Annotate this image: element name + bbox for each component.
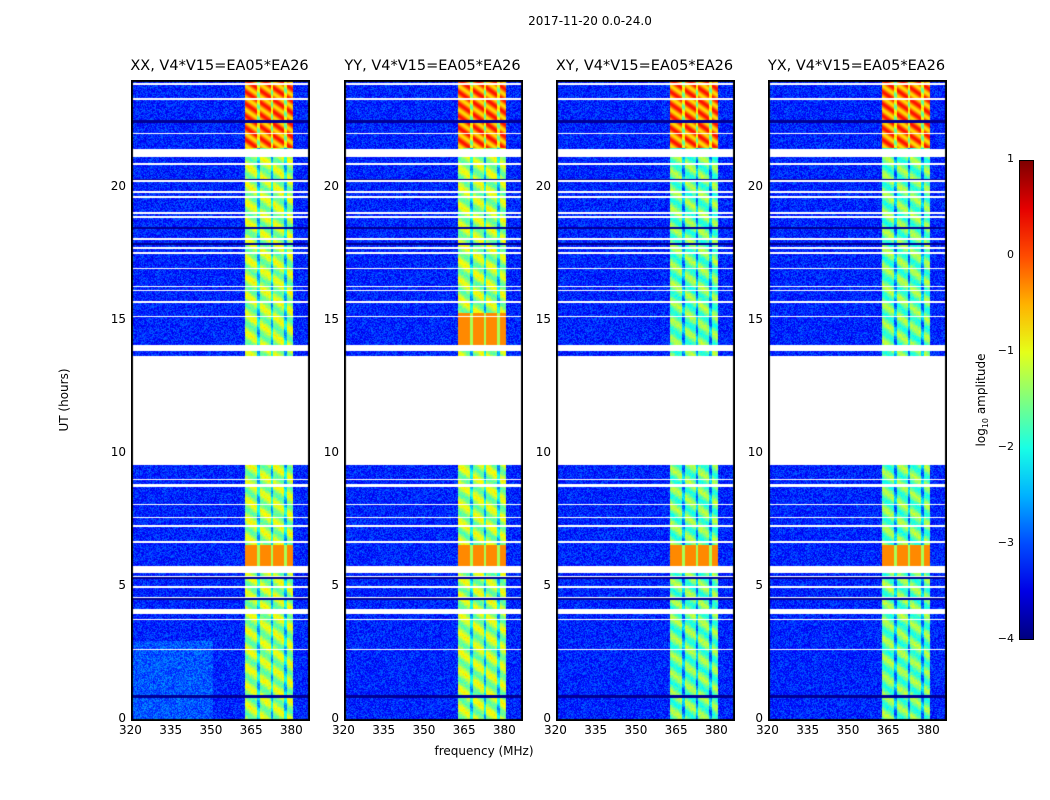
x-tick-label: 335	[796, 723, 820, 737]
y-tick-label: 20	[323, 178, 339, 193]
panel-2: XY, V4*V15=EA05*EA26 320 335 350 365 380 0 5 10 1…	[536, 58, 735, 737]
x-tick-label: 350	[412, 723, 436, 737]
y-tick-label: 20	[535, 178, 551, 193]
x-tick-label: 320	[756, 723, 779, 737]
y-tick-label: 20	[110, 178, 126, 193]
y-tick-label: 5	[755, 577, 763, 592]
y-tick-label: 20	[747, 178, 763, 193]
panel-title: XY, V4*V15=EA05*EA26	[555, 58, 734, 74]
colorbar-tick-label: −3	[997, 536, 1014, 549]
x-tick-label: 335	[159, 723, 183, 737]
colorbar-tick-label: 1	[1007, 152, 1014, 165]
y-tick-label: 5	[118, 577, 126, 592]
y-tick-label: 10	[110, 444, 126, 459]
y-tick-label: 0	[331, 711, 339, 725]
heatmap-2	[556, 80, 735, 721]
colorbar-tick-label: −4	[997, 632, 1014, 645]
x-tick-label: 350	[836, 723, 860, 737]
colorbar-label: log10 amplitude	[973, 353, 991, 447]
panel-1: YY, V4*V15=EA05*EA26 320 335 350 365 380 0 5 10 1…	[324, 58, 523, 737]
x-tick-label: 365	[239, 723, 263, 737]
y-tick-label: 0	[118, 711, 126, 725]
colorbar-tick-label: 0	[1007, 248, 1014, 261]
colorbar-tick-label: −1	[997, 344, 1014, 357]
x-tick-label: 320	[544, 723, 567, 737]
y-tick-label: 5	[543, 577, 551, 592]
x-tick-label: 380	[492, 723, 516, 737]
x-tick-label: 350	[624, 723, 648, 737]
x-tick-label: 335	[584, 723, 608, 737]
x-tick-label: 380	[916, 723, 940, 737]
panel-title: YY, V4*V15=EA05*EA26	[344, 58, 521, 74]
panel-title: YX, V4*V15=EA05*EA26	[767, 58, 946, 74]
x-tick-label: 320	[119, 723, 142, 737]
x-tick-label: 335	[372, 723, 396, 737]
x-tick-label: 365	[452, 723, 476, 737]
y-tick-label: 10	[323, 444, 339, 459]
y-tick-label: 15	[535, 311, 551, 326]
heatmap-1	[344, 80, 523, 721]
x-tick-label: 365	[876, 723, 900, 737]
x-tick-label: 320	[332, 723, 355, 737]
colorbar	[1019, 160, 1034, 640]
y-tick-label: 15	[323, 311, 339, 326]
colorbar-tick-label: −2	[997, 440, 1014, 453]
x-tick-label: 380	[279, 723, 303, 737]
y-tick-label: 0	[755, 711, 763, 725]
y-tick-label: 15	[747, 311, 763, 326]
y-axis-label: UT (hours)	[57, 368, 71, 432]
heatmap-0	[131, 80, 310, 721]
x-tick-label: 350	[199, 723, 223, 737]
y-tick-label: 10	[535, 444, 551, 459]
y-tick-label: 5	[331, 577, 339, 592]
y-tick-label: 15	[110, 311, 126, 326]
panel-0: XX, V4*V15=EA05*EA26 320 335 350 365 380 0 5 10 1…	[111, 58, 310, 737]
y-tick-label: 10	[747, 444, 763, 459]
x-tick-label: 365	[664, 723, 688, 737]
figure-title: 2017-11-20 0.0-24.0	[528, 14, 652, 28]
panel-title: XX, V4*V15=EA05*EA26	[130, 58, 309, 74]
x-tick-label: 380	[704, 723, 728, 737]
x-axis-label: frequency (MHz)	[434, 744, 534, 758]
panel-3: YX, V4*V15=EA05*EA26 320 335 350 365 380 0 5 10 1…	[748, 58, 947, 737]
y-tick-label: 0	[543, 711, 551, 725]
heatmap-3	[768, 80, 947, 721]
